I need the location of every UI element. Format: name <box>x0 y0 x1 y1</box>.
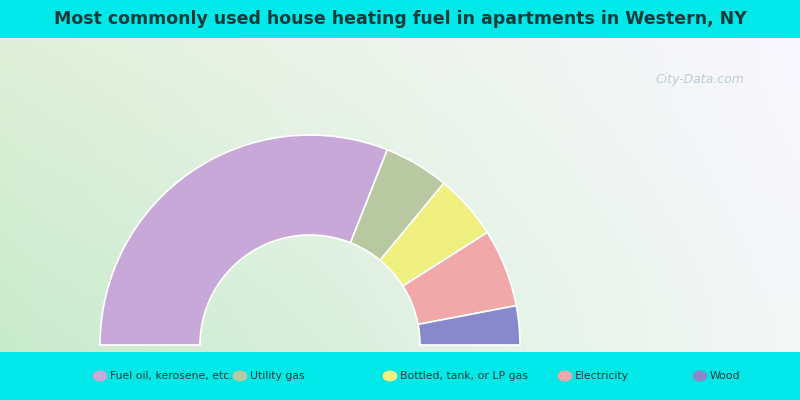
Ellipse shape <box>233 370 247 382</box>
Text: Electricity: Electricity <box>575 371 629 381</box>
Text: Wood: Wood <box>710 371 741 381</box>
Text: Utility gas: Utility gas <box>250 371 305 381</box>
Ellipse shape <box>382 370 398 382</box>
Bar <box>0 352 800 400</box>
Wedge shape <box>418 306 520 345</box>
Ellipse shape <box>693 370 707 382</box>
Wedge shape <box>350 150 444 260</box>
Text: Most commonly used house heating fuel in apartments in Western, NY: Most commonly used house heating fuel in… <box>54 10 746 28</box>
Wedge shape <box>100 135 387 345</box>
Text: Fuel oil, kerosene, etc.: Fuel oil, kerosene, etc. <box>110 371 233 381</box>
Ellipse shape <box>558 370 573 382</box>
Ellipse shape <box>93 370 107 382</box>
Text: Bottled, tank, or LP gas: Bottled, tank, or LP gas <box>400 371 528 381</box>
Wedge shape <box>380 183 487 286</box>
Bar <box>0 0 800 38</box>
Wedge shape <box>403 232 516 324</box>
Text: City-Data.com: City-Data.com <box>655 74 745 86</box>
